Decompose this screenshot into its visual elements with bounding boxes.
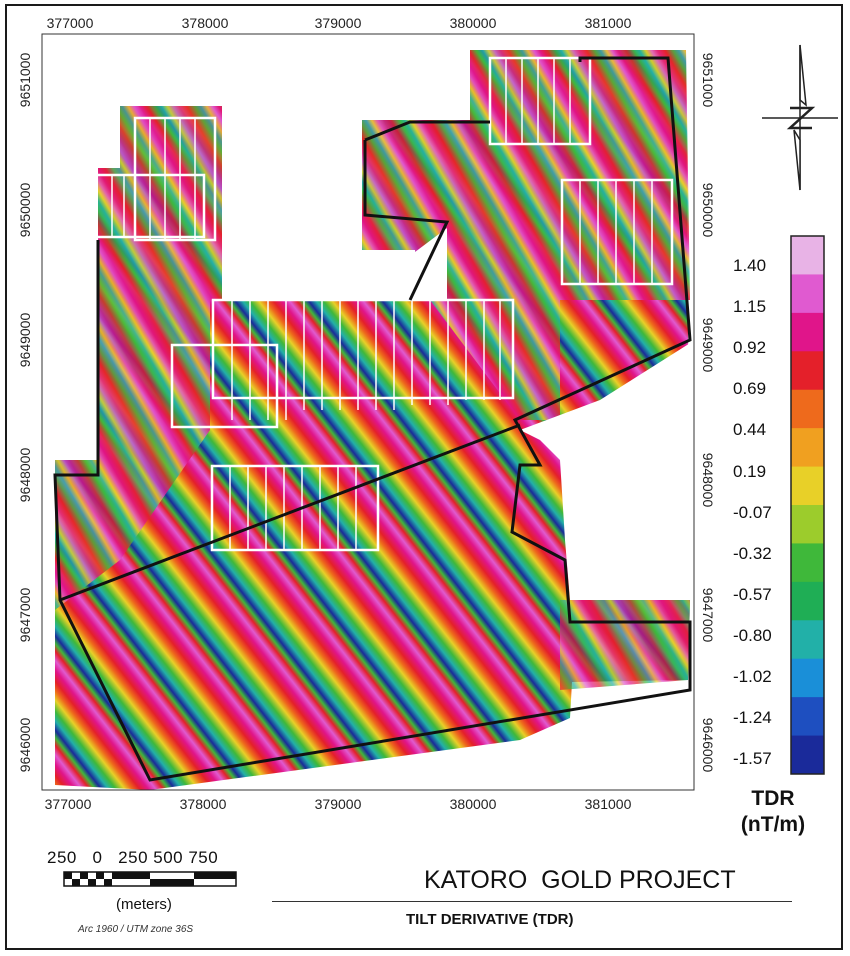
- y-tick-9648000-right: 9648000: [700, 453, 716, 508]
- licence-boundary: [53, 56, 692, 782]
- project-title: KATORO GOLD PROJECT: [424, 866, 736, 894]
- map-frame: [5, 4, 843, 950]
- legend-value: -1.24: [733, 708, 772, 727]
- x-tick-381000: 381000: [585, 15, 632, 31]
- legend-swatch: [791, 543, 824, 583]
- scale-bar: [63, 871, 237, 887]
- survey-grid-lines: [111, 58, 653, 550]
- legend-swatch: [791, 658, 824, 698]
- legend-value: -0.80: [733, 626, 772, 645]
- legend-swatch: [791, 620, 824, 660]
- north-arrow-icon: [762, 44, 838, 191]
- legend-value: 0.44: [733, 420, 767, 439]
- legend-value: -0.32: [733, 544, 772, 563]
- map-subtitle: TILT DERIVATIVE (TDR): [406, 911, 574, 928]
- y-tick-9647000: 9647000: [17, 588, 33, 643]
- licence-boundary-north: [363, 140, 450, 301]
- legend-colorbar: [790, 235, 825, 775]
- y-tick-9646000-right: 9646000: [700, 718, 716, 773]
- scale-bar-labels: 250 0 250 500 750: [47, 848, 219, 867]
- legend-value: -0.57: [733, 585, 772, 604]
- x-tick-377000-bottom: 377000: [45, 796, 92, 812]
- y-tick-9649000: 9649000: [17, 313, 33, 368]
- scale-bar-units: (meters): [116, 896, 172, 913]
- y-tick-9650000: 9650000: [17, 183, 33, 238]
- legend-title-line2: (nT/m): [740, 813, 806, 836]
- legend-title: TDR (nT/m): [728, 786, 818, 838]
- y-tick-9646000: 9646000: [17, 718, 33, 773]
- legend-swatch: [791, 505, 824, 544]
- licence-boundary-sw: [59, 423, 521, 602]
- x-tick-378000-bottom: 378000: [180, 796, 227, 812]
- legend-value: 0.69: [733, 379, 767, 398]
- y-tick-9651000-right: 9651000: [700, 53, 716, 108]
- y-tick-9649000-right: 9649000: [700, 318, 716, 373]
- x-tick-378000: 378000: [182, 15, 229, 31]
- y-tick-9650000-right: 9650000: [700, 183, 716, 238]
- x-tick-labels-bottom: 377000 378000 379000 380000 381000: [45, 796, 632, 812]
- projection-label: Arc 1960 / UTM zone 36S: [78, 924, 194, 935]
- y-tick-9647000-right: 9647000: [700, 588, 716, 643]
- legend-swatch: [791, 389, 824, 429]
- y-tick-9648000: 9648000: [17, 448, 33, 503]
- legend-title-line1: TDR: [751, 787, 795, 810]
- x-tick-381000-bottom: 381000: [585, 796, 632, 812]
- legend-swatch: [791, 428, 824, 468]
- legend-swatch: [791, 351, 824, 391]
- x-tick-379000: 379000: [315, 15, 362, 31]
- legend-value: 0.19: [733, 462, 767, 481]
- y-tick-labels-left: 9651000 9650000 9649000 9648000 9647000 …: [17, 53, 33, 773]
- legend-swatch: [791, 236, 824, 275]
- tdr-raster: [55, 50, 695, 790]
- legend-swatch: [791, 312, 824, 352]
- legend-value: -1.02: [733, 667, 772, 686]
- x-tick-379000-bottom: 379000: [315, 796, 362, 812]
- y-tick-labels-right: 9651000 9650000 9649000 9648000 9647000 …: [700, 53, 716, 773]
- legend-swatch: [791, 735, 824, 775]
- legend-border: [790, 235, 825, 775]
- legend-swatch: [791, 697, 824, 737]
- x-tick-labels-top: 377000 378000 379000 380000 381000: [47, 15, 632, 31]
- legend-value: -0.07: [733, 503, 772, 522]
- legend-value: 1.40: [733, 256, 767, 275]
- legend-swatch: [791, 274, 824, 314]
- x-tick-380000: 380000: [450, 15, 497, 31]
- x-tick-377000: 377000: [47, 15, 94, 31]
- y-tick-9651000: 9651000: [17, 53, 33, 108]
- title-divider: [272, 901, 792, 902]
- legend-value: 0.92: [733, 338, 767, 357]
- legend-swatch: [791, 581, 824, 621]
- legend-swatch: [791, 466, 824, 506]
- licence-boundary-link: [364, 120, 490, 142]
- map-border: [41, 33, 695, 791]
- legend-value: 1.15: [733, 297, 767, 316]
- legend-value: -1.57: [733, 749, 772, 768]
- x-tick-380000-bottom: 380000: [450, 796, 497, 812]
